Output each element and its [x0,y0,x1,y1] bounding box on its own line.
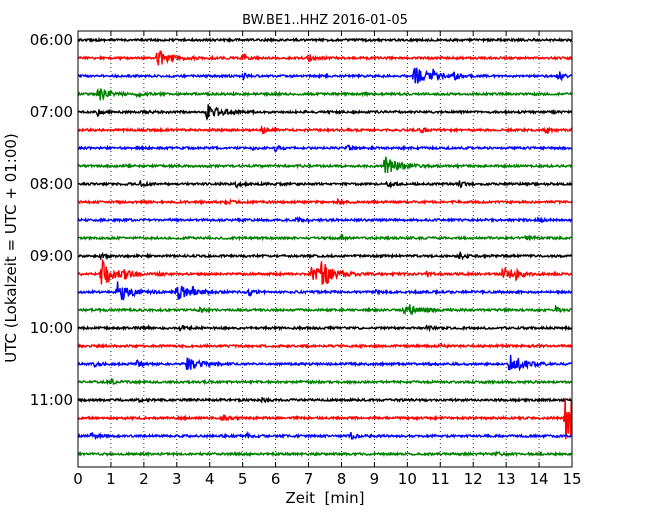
y-axis-ticks: 06:00 07:00 08:00 09:00 10:00 11:00 [30,31,572,409]
trace-row [77,124,573,135]
trace-line [77,197,573,206]
x-tick-label: 5 [238,470,248,488]
trace-row [77,354,573,372]
vertical-gridlines [110,31,540,467]
x-tick-label: 8 [337,470,347,488]
x-tick-label: 1 [106,470,116,488]
trace-row [77,215,573,225]
y-tick-label: 06:00 [30,31,73,49]
trace-line [77,124,573,135]
trace-row [77,398,573,440]
trace-line [77,87,573,102]
trace-row [77,450,573,458]
seismic-traces [77,36,573,458]
trace-line [77,304,572,316]
x-tick-label: 11 [431,470,450,488]
trace-row [77,67,573,84]
x-tick-label: 10 [398,470,417,488]
x-tick-label: 14 [530,470,549,488]
trace-line [77,215,573,225]
trace-line [77,258,573,285]
plot-frame [77,30,573,468]
trace-row [77,144,573,153]
trace-row [77,281,572,301]
y-tick-label: 11:00 [30,391,73,409]
y-tick-label: 08:00 [30,175,73,193]
trace-line [77,398,573,440]
trace-line [77,36,573,44]
x-tick-label: 13 [497,470,516,488]
trace-row [77,304,572,316]
trace-line [77,144,573,153]
trace-line [77,341,573,350]
trace-row [77,179,573,190]
x-tick-label: 9 [370,470,380,488]
trace-line [77,354,573,372]
trace-line [77,232,573,242]
trace-row [77,396,573,404]
trace-row [77,50,573,66]
trace-line [77,281,572,301]
trace-line [77,396,573,404]
trace-row [77,324,573,333]
y-axis-label: UTC (Lokalzeit = UTC + 01:00) [2,133,20,363]
trace-line [77,50,573,66]
trace-row [77,36,573,44]
trace-row [77,232,573,242]
trace-line [77,430,572,441]
trace-row [77,156,573,173]
trace-line [77,450,573,458]
trace-row [77,104,573,121]
trace-row [77,251,573,261]
trace-line [77,324,573,333]
trace-row [77,87,573,102]
x-axis-ticks: 0 1 2 3 4 5 6 7 8 9 10 11 12 13 14 15 [73,31,582,488]
chart-title: BW.BE1..HHZ 2016-01-05 [242,13,408,28]
x-tick-label: 12 [464,470,483,488]
trace-line [77,67,573,84]
trace-line [77,251,573,261]
trace-row [77,430,572,441]
trace-row [77,197,573,206]
y-tick-label: 10:00 [30,319,73,337]
x-tick-label: 3 [172,470,182,488]
trace-row [77,258,573,285]
trace-line [77,179,573,190]
trace-line [77,156,573,173]
x-axis-label: Zeit [min] [285,489,364,507]
trace-row [77,377,573,386]
x-tick-label: 4 [205,470,215,488]
x-tick-label: 6 [271,470,281,488]
trace-line [77,104,573,121]
y-tick-label: 07:00 [30,103,73,121]
x-tick-label: 7 [304,470,314,488]
x-tick-label: 2 [139,470,149,488]
x-tick-label: 15 [562,470,581,488]
y-tick-label: 09:00 [30,247,73,265]
x-tick-label: 0 [73,470,83,488]
trace-row [77,341,573,350]
trace-line [77,377,573,386]
